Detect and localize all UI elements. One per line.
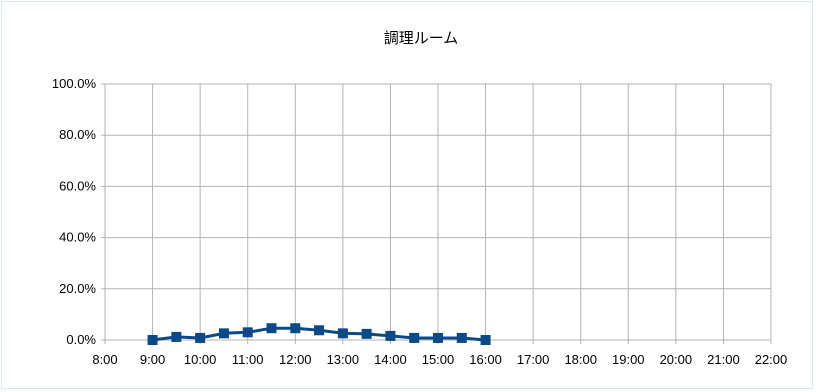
x-tick-label: 13:00 <box>327 352 360 367</box>
x-tick-label: 11:00 <box>232 352 264 367</box>
y-tick-labels: 0.0% 20.0% 40.0% 60.0% 80.0% 100.0% <box>52 76 97 347</box>
grid-lines <box>105 83 772 340</box>
x-tick-label: 22:00 <box>755 352 788 367</box>
x-tick-label: 8:00 <box>92 352 117 367</box>
axes <box>101 83 772 344</box>
y-tick-label: 80.0% <box>59 127 96 142</box>
x-tick-label: 19:00 <box>612 352 645 367</box>
x-tick-label: 12:00 <box>279 352 312 367</box>
y-tick-label: 100.0% <box>52 76 97 91</box>
data-point-marker <box>171 331 182 342</box>
x-tick-label: 9:00 <box>140 352 165 367</box>
x-tick-label: 17:00 <box>517 352 550 367</box>
chart-title: 調理ルーム <box>384 29 459 47</box>
data-point-marker <box>361 328 372 339</box>
y-tick-label: 0.0% <box>66 332 96 347</box>
data-point-marker <box>433 332 443 343</box>
x-tick-label: 10:00 <box>184 352 217 367</box>
data-point-marker <box>242 327 253 338</box>
data-point-marker <box>409 332 420 343</box>
x-tick-label: 16:00 <box>469 352 502 367</box>
x-tick-label: 21:00 <box>707 352 740 367</box>
x-tick-label: 18:00 <box>564 352 597 367</box>
data-point-marker <box>385 330 396 341</box>
x-tick-label: 20:00 <box>660 352 693 367</box>
y-tick-label: 60.0% <box>59 178 96 193</box>
x-tick-label: 14:00 <box>374 352 407 367</box>
y-tick-label: 40.0% <box>59 230 96 245</box>
data-point-marker <box>290 323 301 334</box>
data-point-marker <box>314 325 325 336</box>
data-series <box>147 323 491 345</box>
data-point-marker <box>337 328 348 339</box>
y-tick-label: 20.0% <box>59 281 96 296</box>
data-point-marker <box>266 323 277 334</box>
data-point-marker <box>147 335 158 345</box>
data-point-marker <box>480 335 491 345</box>
x-tick-labels: 8:00 9:00 10:00 11:00 12:00 13:00 14:00 15:00 16… <box>92 352 787 367</box>
data-point-marker <box>456 332 467 343</box>
data-point-marker <box>218 328 229 339</box>
x-tick-label: 15:00 <box>422 352 455 367</box>
data-point-marker <box>195 332 206 343</box>
